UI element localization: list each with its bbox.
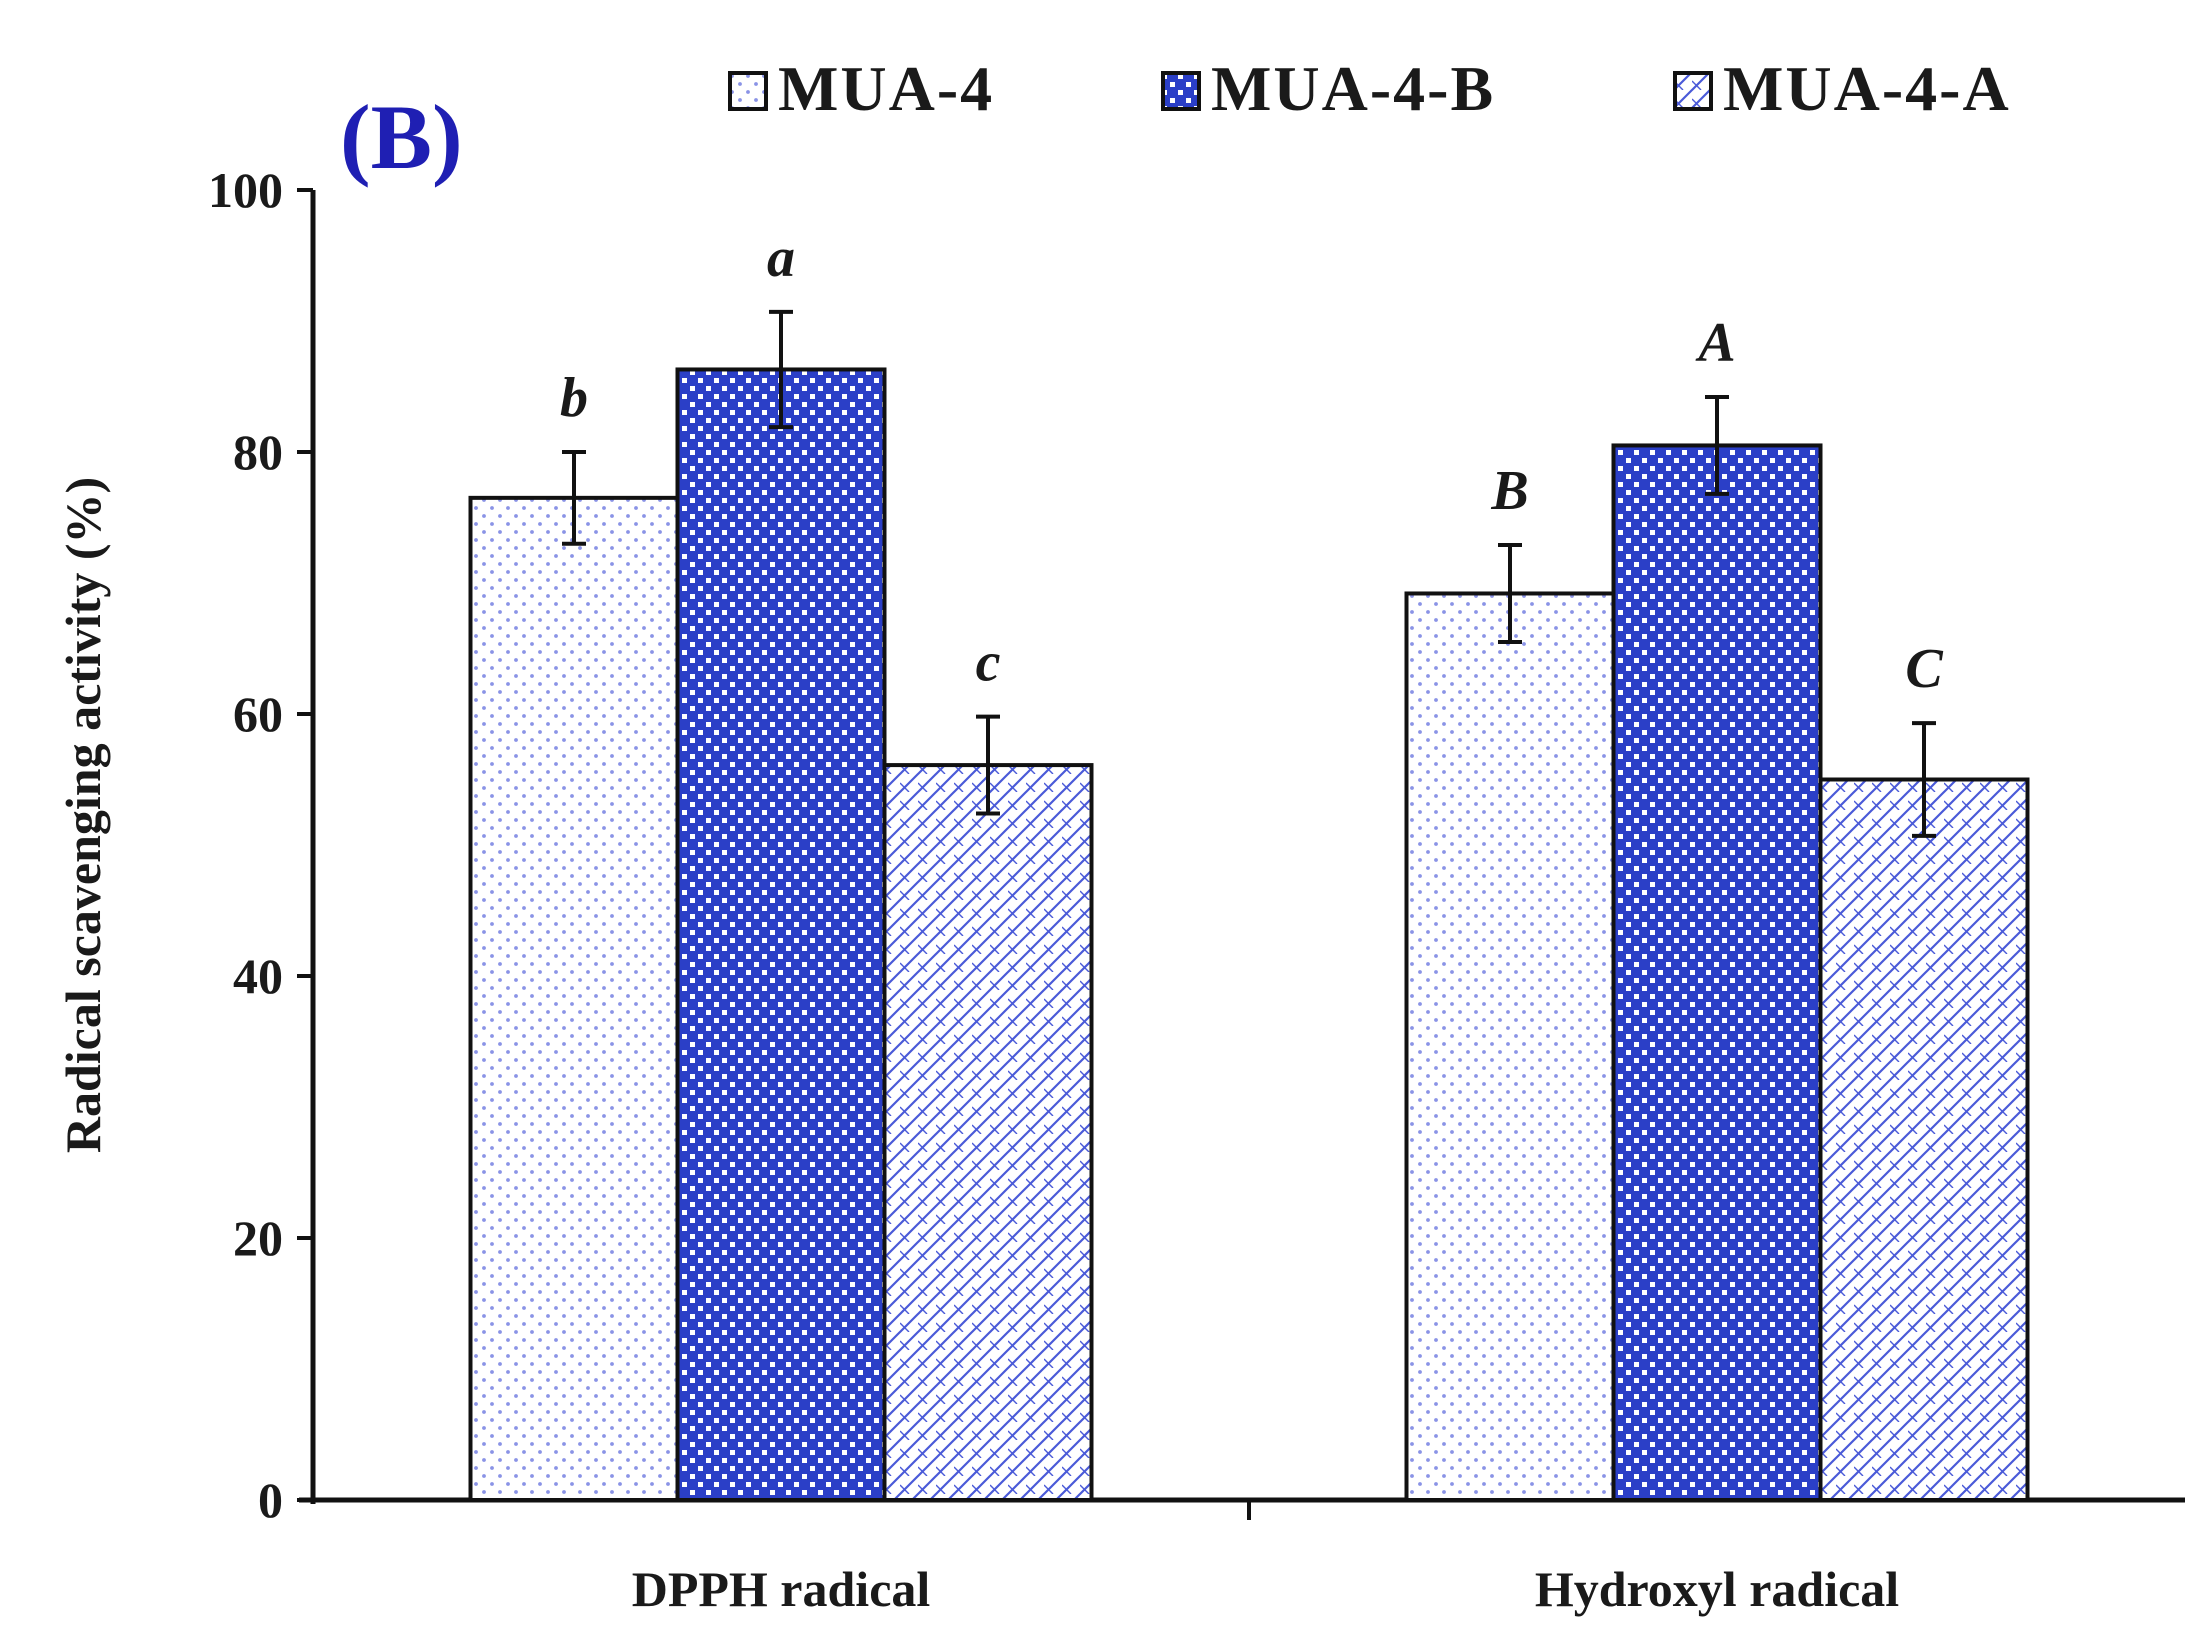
y-tick-label: 20 (233, 1210, 283, 1266)
panel-label: (B) (340, 86, 463, 188)
significance-letter: b (560, 367, 588, 429)
significance-letter: a (767, 227, 795, 289)
significance-letter: B (1490, 460, 1528, 522)
significance-letter: A (1695, 312, 1735, 374)
legend-swatch (1673, 71, 1713, 111)
y-tick-label: 40 (233, 948, 283, 1004)
error-bars (562, 309, 1936, 838)
bar-mua-4-a (1818, 777, 2030, 1502)
significance-letters: b a c B A C (560, 227, 1943, 700)
legend: MUA-4 MUA-4-B MUA-4-A (728, 53, 2011, 124)
x-category-label: Hydroxyl radical (1535, 1561, 1899, 1617)
y-tick-label: 100 (208, 162, 283, 218)
legend-label: MUA-4-A (1723, 53, 2011, 124)
significance-letter: C (1905, 638, 1943, 700)
legend-label: MUA-4-B (1211, 53, 1495, 124)
x-category-label: DPPH radical (632, 1561, 931, 1617)
bar-mua-4 (1404, 591, 1616, 1502)
y-tick-label: 60 (233, 686, 283, 742)
y-tick-label: 80 (233, 424, 283, 480)
y-tick-label: 0 (258, 1472, 283, 1528)
bar-mua-4-b (675, 367, 887, 1503)
bar-mua-4-a (882, 763, 1094, 1502)
significance-letter: c (976, 632, 1001, 694)
bar-mua-4-b (1611, 443, 1823, 1503)
bars (468, 367, 2030, 1503)
legend-label: MUA-4 (778, 53, 994, 124)
bar-mua-4 (468, 495, 680, 1503)
y-axis-title: Radical scavenging activity (%) (55, 477, 111, 1153)
legend-swatch (1161, 71, 1201, 111)
legend-swatch (728, 71, 768, 111)
